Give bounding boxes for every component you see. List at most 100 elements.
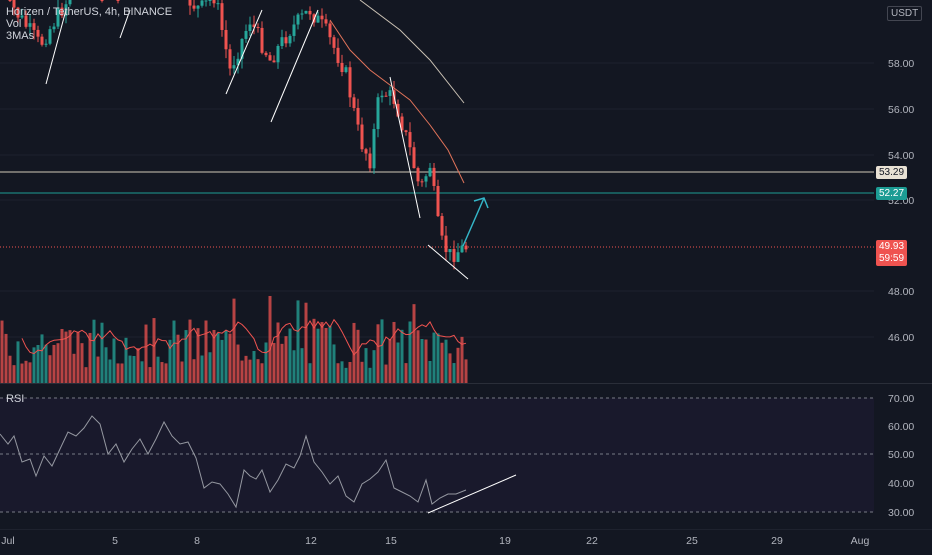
volume-bar — [256, 359, 260, 383]
volume-bar — [452, 363, 456, 383]
rsi-legend[interactable]: RSI — [6, 393, 25, 405]
volume-bar — [308, 363, 312, 383]
volume-bar — [316, 328, 320, 383]
candle-body — [324, 19, 328, 24]
volume-bar — [348, 362, 352, 383]
volume-bar — [276, 322, 280, 383]
volume-bar — [104, 347, 108, 383]
volume-bar — [448, 353, 452, 383]
candle-body — [436, 186, 440, 217]
candle-body — [276, 46, 280, 63]
volume-bar — [96, 356, 100, 383]
volume-bar — [4, 333, 8, 383]
candle-body — [60, 7, 64, 16]
pane-separator[interactable] — [0, 383, 932, 384]
trendline[interactable] — [427, 244, 469, 280]
volume-bar — [152, 318, 156, 383]
volume-bar — [44, 344, 48, 383]
candle-body — [216, 3, 220, 5]
volume-bar — [16, 341, 20, 383]
volume-bar — [352, 322, 356, 383]
volume-bar — [188, 319, 192, 383]
candle-body — [220, 3, 224, 30]
rsi-tick-label: 50.00 — [888, 449, 914, 461]
time-axis[interactable]: Jul 5 8 12 15 19 22 25 29 Aug — [0, 528, 932, 550]
volume-bar — [236, 344, 240, 383]
time-tick-label: 12 — [305, 535, 317, 547]
volume-bar — [380, 319, 384, 383]
symbol-title[interactable]: Horizen / TetherUS, 4h, BINANCE — [6, 6, 173, 18]
candle-body — [28, 23, 32, 27]
volume-bar — [432, 332, 436, 383]
candle-body — [344, 67, 348, 73]
symbol-legend[interactable]: Horizen / TetherUS, 4h, BINANCE Vol 3MAs — [6, 6, 172, 42]
candle-body — [248, 24, 252, 31]
volume-bar — [268, 295, 272, 383]
time-tick-label: 22 — [586, 535, 598, 547]
volume-bar — [128, 355, 132, 383]
drawn-trendlines[interactable] — [45, 9, 469, 280]
volume-bar — [148, 367, 152, 383]
volume-bar — [440, 342, 444, 383]
rsi-line — [0, 415, 467, 509]
candle-body — [100, 0, 104, 1]
trendline[interactable] — [389, 76, 421, 219]
trendline[interactable] — [270, 9, 319, 123]
rsi-divergence-line[interactable] — [427, 474, 517, 514]
price-tick-label: 54.00 — [888, 150, 914, 162]
volume-bar — [212, 329, 216, 383]
rsi-tick-label: 40.00 — [888, 478, 914, 490]
candle-body — [352, 97, 356, 108]
volume-bar — [292, 350, 296, 383]
candle-body — [464, 245, 468, 250]
candle-body — [264, 52, 268, 56]
volume-bar — [204, 320, 208, 383]
price-tick-label: 46.00 — [888, 332, 914, 344]
candle-body — [360, 124, 364, 150]
last-price-value: 49.93 — [879, 241, 905, 252]
price-tick-label: 56.00 — [888, 104, 914, 116]
time-tick-label: 19 — [499, 535, 511, 547]
volume-bar — [180, 361, 184, 383]
rsi-grid — [0, 397, 874, 513]
candle-body — [56, 7, 60, 27]
candle-body — [116, 0, 120, 1]
volume-bar — [64, 331, 68, 383]
volume-bar — [56, 343, 60, 383]
volume-legend[interactable]: Vol — [6, 18, 22, 30]
rsi-pane[interactable]: 70.00 60.00 50.00 40.00 30.00 RSI — [0, 384, 932, 529]
trendline[interactable] — [119, 9, 131, 39]
candle-body — [400, 116, 404, 131]
rsi-axis[interactable]: 70.00 60.00 50.00 40.00 30.00 — [888, 393, 914, 519]
candle-body — [244, 30, 248, 39]
projection-arrow[interactable] — [462, 197, 489, 247]
volume-bar — [52, 344, 56, 383]
volume-bar — [240, 360, 244, 383]
currency-badge[interactable]: USDT — [887, 6, 923, 21]
candle-body — [260, 27, 264, 53]
candle-body — [420, 181, 424, 183]
candle-body — [232, 65, 236, 69]
candle-body — [380, 95, 384, 98]
volume-bar — [376, 324, 380, 383]
volume-ma-line — [21, 318, 467, 356]
rsi-canvas[interactable]: 70.00 60.00 50.00 40.00 30.00 — [0, 384, 932, 529]
candle-body — [200, 0, 204, 6]
mas-legend[interactable]: 3MAs — [6, 30, 35, 42]
volume-bar — [424, 339, 428, 383]
candle-body — [212, 0, 216, 4]
candle-body — [36, 29, 40, 37]
candle-body — [268, 55, 272, 61]
trendline[interactable] — [225, 9, 263, 95]
rsi-tick-label: 60.00 — [888, 421, 914, 433]
volume-bar — [216, 332, 220, 383]
ma-fast-line — [329, 19, 465, 184]
volume-bar — [116, 363, 120, 383]
trendline[interactable] — [45, 9, 67, 85]
volume-bar — [388, 339, 392, 383]
candle-body — [68, 0, 72, 5]
volume-bar — [80, 343, 84, 383]
